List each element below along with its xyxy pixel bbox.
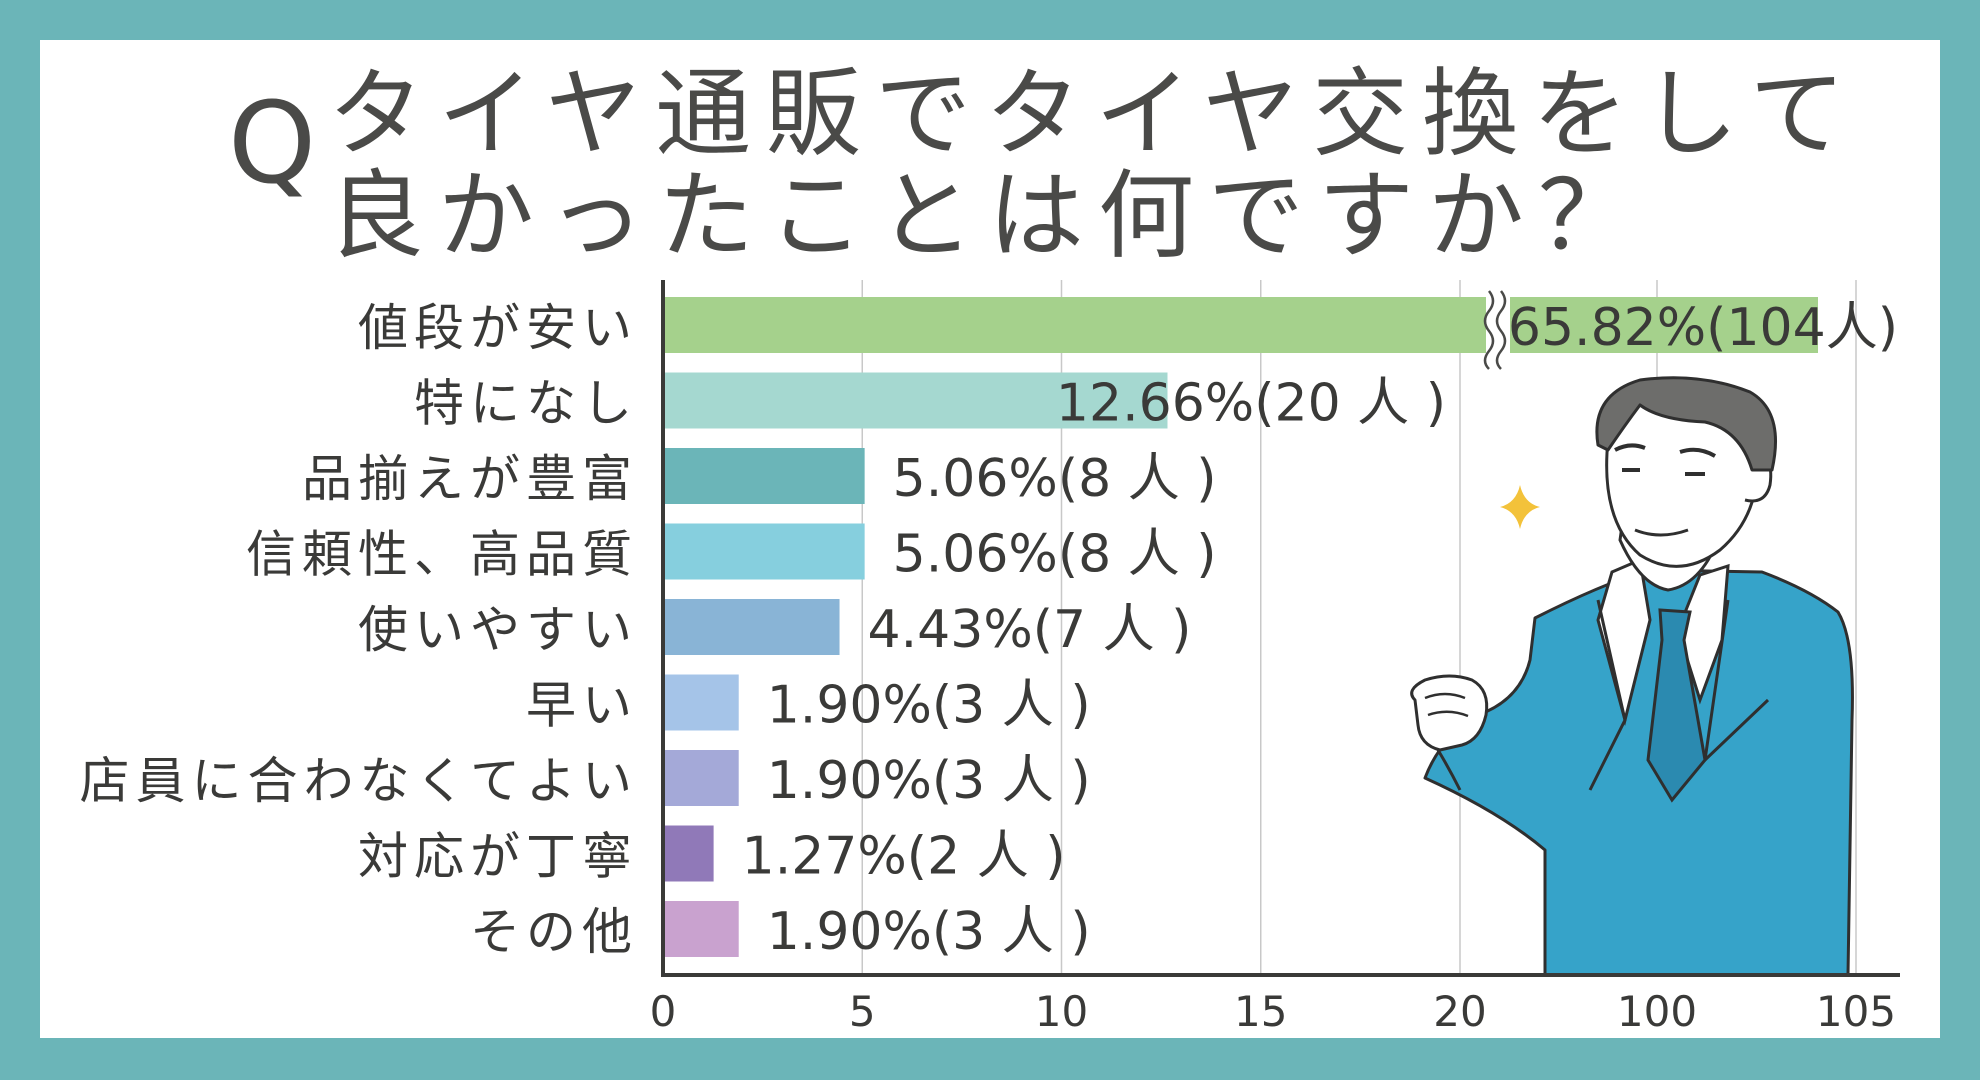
bar: [663, 448, 865, 504]
sparkle-icon: [1500, 485, 1540, 529]
title-q-mark: Q: [228, 79, 317, 209]
bar: [663, 599, 840, 655]
category-label: その他: [470, 903, 638, 961]
value-label: 1.90%(3 人 ): [767, 902, 1091, 962]
x-tick-label: 15: [1234, 987, 1287, 1036]
bar: [663, 825, 714, 882]
bar: [663, 901, 739, 957]
title-line-1: タイヤ通販でタイヤ交換をして: [328, 58, 1860, 170]
bar: [663, 372, 1168, 429]
category-label: 品揃えが豊富: [302, 450, 638, 508]
axis-layer: 0 5 10 15 20 100 105: [650, 280, 1900, 1036]
tie-icon: [1646, 608, 1707, 803]
category-label: 値段が安い: [358, 299, 638, 357]
title-line-2: 良かったことは何ですか？: [328, 160, 1648, 272]
x-tick-label: 5: [849, 987, 876, 1036]
value-label: 1.90%(3 人 ): [767, 676, 1091, 736]
x-tick-label: 105: [1816, 987, 1896, 1036]
value-label: 4.43%(7 人 ): [868, 600, 1192, 660]
x-tick-label: 10: [1035, 987, 1088, 1036]
value-label: 1.27%(2 人 ): [742, 827, 1066, 887]
businessman-illustration: [1410, 376, 1854, 977]
category-label: 対応が丁寧: [358, 828, 638, 886]
x-tick-label: 20: [1433, 987, 1486, 1036]
category-label: 使いやすい: [358, 601, 638, 659]
bar: [663, 674, 739, 731]
value-label: 5.06%(8 人 ): [893, 525, 1217, 585]
bars-layer: 値段が安い 65.82%(104人) 特になし 12.66%(20 人 ) 品揃えが豊富…: [80, 290, 1898, 962]
value-label: 12.66%(20 人 ): [1056, 374, 1446, 434]
category-label: 早い: [526, 677, 638, 735]
category-label: 特になし: [414, 375, 638, 433]
bar: [663, 297, 1818, 353]
hair: [1595, 376, 1777, 472]
bar: [663, 523, 865, 580]
category-label: 店員に合わなくてよい: [80, 752, 639, 810]
category-label: 信頼性、高品質: [246, 526, 638, 584]
bar: [663, 750, 739, 806]
value-label: 65.82%(104人): [1508, 298, 1898, 358]
axis-break-icon: [1483, 290, 1510, 370]
value-label: 1.90%(3 人 ): [767, 751, 1091, 811]
x-tick-label: 100: [1617, 987, 1697, 1036]
value-label: 5.06%(8 人 ): [893, 449, 1217, 509]
x-tick-label: 0: [650, 987, 677, 1036]
